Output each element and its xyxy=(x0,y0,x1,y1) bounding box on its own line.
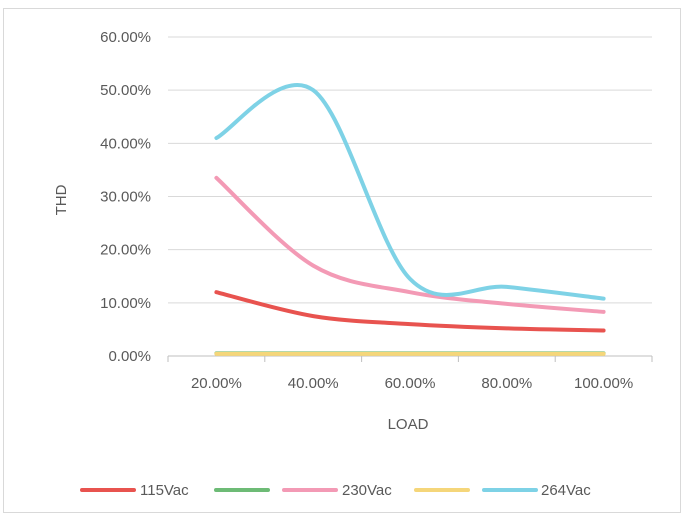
series-line-2 xyxy=(214,175,606,314)
series-line-0 xyxy=(214,290,606,333)
y-tick-label: 20.00% xyxy=(100,242,151,259)
x-tick-label: 80.00% xyxy=(481,375,532,392)
y-tick-label: 40.00% xyxy=(100,135,151,152)
x-tick-labels: 20.00% 40.00% 60.00% 80.00% 100.00% xyxy=(191,375,633,392)
y-tick-label: 10.00% xyxy=(100,295,151,312)
legend-label: 264Vac xyxy=(541,482,591,499)
gridlines xyxy=(168,36,652,304)
x-tick-label: 40.00% xyxy=(288,375,339,392)
x-tick-label: 100.00% xyxy=(574,375,633,392)
chart-frame xyxy=(3,8,681,513)
legend-label: 230Vac xyxy=(342,482,392,499)
y-tick-label: 0.00% xyxy=(108,348,151,365)
y-axis-title: THD xyxy=(53,184,70,215)
series-line-4 xyxy=(214,83,606,301)
x-tick-label: 20.00% xyxy=(191,375,242,392)
legend: 115Vac 230Vac 264Vac xyxy=(80,482,591,499)
x-axis xyxy=(167,355,653,362)
legend-label: 115Vac xyxy=(140,482,189,499)
series-lines xyxy=(214,83,606,356)
x-tick-label: 60.00% xyxy=(385,375,436,392)
y-tick-label: 50.00% xyxy=(100,82,151,99)
y-tick-labels: 0.00% 10.00% 20.00% 30.00% 40.00% 50.00% 60.00… xyxy=(100,29,151,365)
y-tick-label: 60.00% xyxy=(100,29,151,46)
y-tick-label: 30.00% xyxy=(100,189,151,206)
x-axis-title: LOAD xyxy=(388,416,429,433)
